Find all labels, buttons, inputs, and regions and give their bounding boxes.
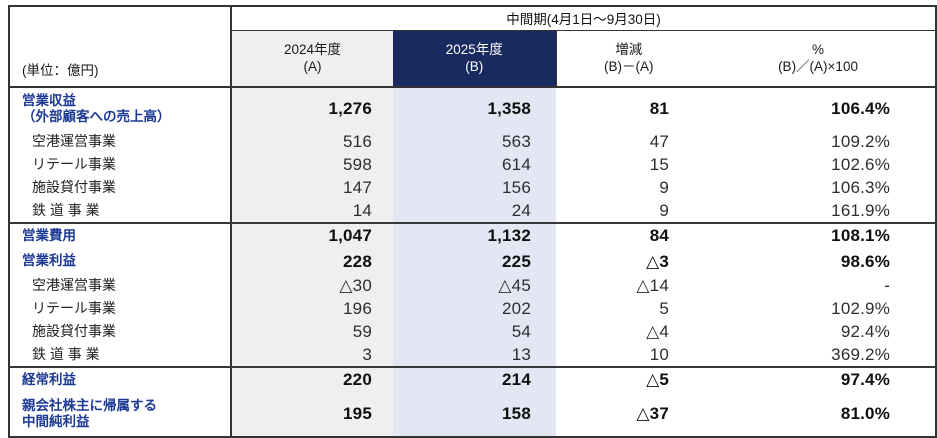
value-percent: 102.9% bbox=[831, 299, 891, 318]
value-diff: 9 bbox=[659, 178, 669, 197]
row-label: 鉄 道 事 業 bbox=[9, 343, 232, 368]
value-percent: 102.6% bbox=[831, 155, 891, 174]
period-header-text: 中間期(4月1日～9月30日) bbox=[506, 12, 661, 27]
value-2024: 195 bbox=[231, 392, 393, 437]
table-row: リテール事業 196 202 5 102.9% bbox=[9, 297, 936, 321]
table-row: 空港運営事業 516 563 47 109.2% bbox=[9, 130, 936, 154]
row-label: 営業費用 bbox=[9, 222, 232, 249]
value-diff: 10 bbox=[556, 343, 701, 368]
value-2025: 614 bbox=[393, 153, 556, 177]
value-2024: 147 bbox=[231, 176, 393, 200]
value-percent: 98.6% bbox=[840, 251, 891, 271]
col-header-2024: 2024年度 (A) bbox=[231, 30, 393, 88]
col-header-2025-line1: 2025年度 bbox=[445, 41, 503, 57]
value-percent: 369.2% bbox=[701, 343, 937, 368]
value-percent: 106.4% bbox=[831, 99, 891, 118]
value-percent: 161.9% bbox=[701, 199, 937, 224]
value-diff: 84 bbox=[649, 226, 669, 245]
value-percent: 108.1% bbox=[831, 226, 891, 245]
row-label: 経常利益 bbox=[9, 366, 232, 393]
value-2024: 516 bbox=[231, 130, 393, 154]
row-label: 鉄 道 事 業 bbox=[9, 199, 232, 224]
value-percent: 106.3% bbox=[831, 178, 891, 197]
value-2025: △45 bbox=[393, 274, 556, 298]
value-2025: 156 bbox=[393, 176, 556, 200]
col-header-2025-line2: (B) bbox=[465, 59, 484, 75]
value-2024: 1,047 bbox=[231, 222, 393, 249]
column-header-row: 2024年度 (A) 2025年度 (B) 増減 (B)－(A) % (B)／(… bbox=[9, 30, 937, 88]
value-2025: 202 bbox=[393, 297, 556, 321]
table-row: 施設貸付事業 147 156 9 106.3% bbox=[9, 176, 936, 200]
value-percent: 97.4% bbox=[840, 370, 891, 389]
table-row: 営業収益 （外部顧客への売上高） 1,276 1,358 81 106.4% bbox=[9, 86, 936, 131]
table-row: 経常利益 220 214 △5 97.4% bbox=[9, 366, 936, 393]
row-label: 親会社株主に帰属する 中間純利益 bbox=[9, 392, 232, 437]
value-diff: 5 bbox=[659, 299, 669, 318]
col-header-2024-line1: 2024年度 bbox=[283, 41, 342, 57]
value-percent: 92.4% bbox=[840, 322, 891, 341]
value-2024: 228 bbox=[231, 248, 393, 275]
value-2024: 220 bbox=[231, 366, 393, 393]
unit-label: (単位：億円) bbox=[22, 62, 99, 78]
value-2024: 598 bbox=[231, 153, 393, 177]
row-label: リテール事業 bbox=[9, 297, 232, 321]
table-row: 鉄 道 事 業 14 24 9 161.9% bbox=[9, 199, 937, 224]
table-row: 営業費用 1,047 1,132 84 108.1% bbox=[9, 222, 936, 249]
value-2024: 59 bbox=[231, 320, 393, 344]
value-diff: △37 bbox=[636, 404, 669, 423]
value-diff: 15 bbox=[649, 155, 669, 174]
value-2025: 1,358 bbox=[393, 86, 556, 131]
col-header-2025: 2025年度 (B) bbox=[393, 30, 557, 88]
value-2025: 214 bbox=[393, 366, 556, 393]
table-row: 空港運営事業 △30 △45 △14 - bbox=[9, 274, 936, 298]
value-2025: 24 bbox=[393, 199, 556, 224]
value-2025: 225 bbox=[393, 248, 556, 275]
table-row: 親会社株主に帰属する 中間純利益 195 158 △37 81.0% bbox=[9, 392, 936, 437]
value-2024: △30 bbox=[231, 274, 393, 298]
value-diff: △5 bbox=[646, 370, 669, 389]
value-2024: 1,276 bbox=[231, 86, 393, 131]
value-2024: 3 bbox=[231, 343, 393, 368]
col-header-percent-line1: % bbox=[812, 41, 825, 57]
table-row: 鉄 道 事 業 3 13 10 369.2% bbox=[9, 343, 937, 368]
table-body: 営業収益 （外部顧客への売上高） 1,276 1,358 81 106.4% 空港運営事業 5… bbox=[9, 86, 937, 437]
value-percent: 109.2% bbox=[831, 132, 891, 151]
value-2025: 54 bbox=[393, 320, 556, 344]
value-2025: 13 bbox=[393, 343, 556, 368]
row-label: 空港運営事業 bbox=[9, 130, 232, 154]
value-diff: 81 bbox=[649, 99, 669, 118]
value-diff: △3 bbox=[646, 251, 669, 271]
value-diff: 9 bbox=[556, 199, 701, 224]
value-2025: 158 bbox=[393, 392, 556, 437]
value-percent: - bbox=[884, 276, 891, 295]
value-2024: 196 bbox=[231, 297, 393, 321]
row-label: 空港運営事業 bbox=[9, 274, 232, 298]
value-2025: 1,132 bbox=[393, 222, 556, 249]
value-percent: 81.0% bbox=[840, 404, 891, 423]
value-diff: 47 bbox=[649, 132, 669, 151]
col-header-percent: % (B)／(A)×100 bbox=[701, 30, 937, 88]
table-row: 営業利益 228 225 △3 98.6% bbox=[9, 248, 936, 275]
unit-label-cell: (単位：億円) bbox=[9, 6, 232, 88]
row-label: リテール事業 bbox=[9, 153, 232, 177]
col-header-2024-line2: (A) bbox=[303, 59, 322, 75]
income-statement-table: (単位：億円) 中間期(4月1日～9月30日) 2024年度 (A) 2025年… bbox=[8, 5, 937, 438]
row-label: 施設貸付事業 bbox=[9, 320, 232, 344]
col-header-diff: 増減 (B)－(A) bbox=[556, 30, 701, 88]
row-label: 営業利益 bbox=[9, 248, 232, 275]
value-2025: 563 bbox=[393, 130, 556, 154]
period-header-row: (単位：億円) 中間期(4月1日～9月30日) bbox=[9, 6, 937, 88]
table-row: 施設貸付事業 59 54 △4 92.4% bbox=[9, 320, 936, 344]
value-2024: 14 bbox=[231, 199, 393, 224]
row-label: 施設貸付事業 bbox=[9, 176, 232, 200]
col-header-percent-line2: (B)／(A)×100 bbox=[778, 59, 858, 75]
table-row: リテール事業 598 614 15 102.6% bbox=[9, 153, 936, 177]
col-header-diff-line1: 増減 bbox=[615, 41, 643, 57]
value-diff: △4 bbox=[646, 322, 669, 341]
row-label: 営業収益 （外部顧客への売上高） bbox=[9, 86, 232, 131]
value-diff: △14 bbox=[636, 276, 669, 295]
col-header-diff-line2: (B)－(A) bbox=[604, 59, 654, 75]
period-header-cell: 中間期(4月1日～9月30日) bbox=[231, 6, 937, 31]
